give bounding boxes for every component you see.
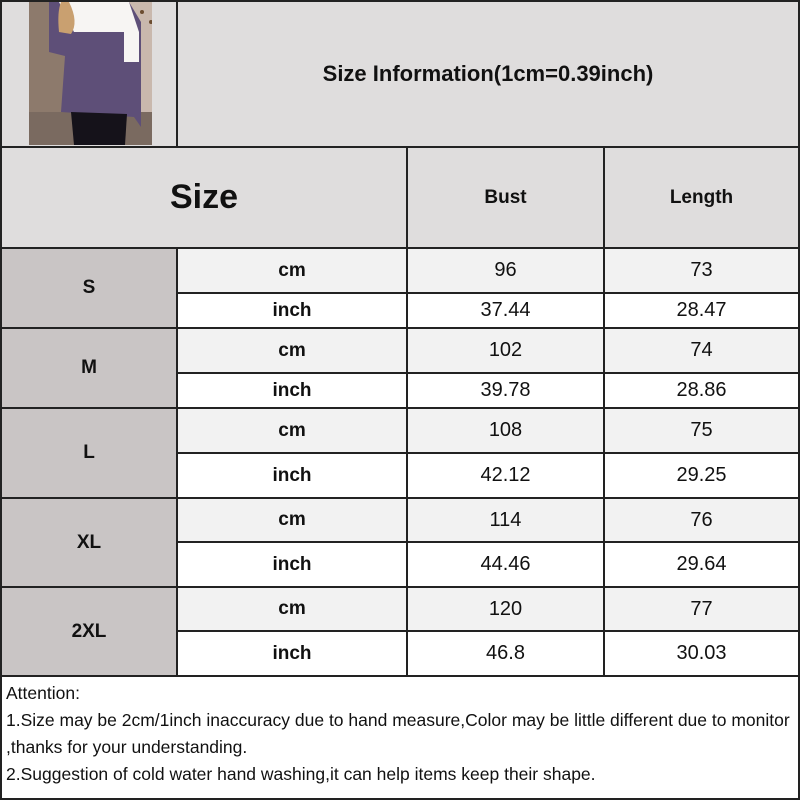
bust-inch: 39.78 [406,372,605,409]
unit-inch: inch [176,541,408,588]
length-inch: 29.64 [603,541,800,588]
length-inch: 28.47 [603,292,800,329]
unit-inch: inch [176,630,408,677]
length-cm: 75 [603,407,800,454]
length-header: Length [603,146,800,249]
unit-cm: cm [176,586,408,632]
bust-inch: 42.12 [406,452,605,499]
unit-inch: inch [176,452,408,499]
bust-inch: 37.44 [406,292,605,329]
unit-cm: cm [176,247,408,294]
length-cm: 74 [603,327,800,374]
note-1: 1.Size may be 2cm/1inch inaccuracy due t… [6,710,790,757]
product-photo-cell [0,0,178,148]
size-header: Size [0,146,408,249]
bust-cm: 120 [406,586,605,632]
size-label: S [0,247,178,329]
product-photo [29,2,152,145]
length-inch: 29.25 [603,452,800,499]
size-label: XL [0,497,178,588]
size-label: L [0,407,178,499]
attention-heading: Attention: [6,683,80,703]
bust-cm: 114 [406,497,605,543]
unit-inch: inch [176,292,408,329]
unit-cm: cm [176,407,408,454]
length-inch: 28.86 [603,372,800,409]
unit-cm: cm [176,497,408,543]
size-label: 2XL [0,586,178,677]
length-inch: 30.03 [603,630,800,677]
bust-header: Bust [406,146,605,249]
bust-cm: 102 [406,327,605,374]
unit-cm: cm [176,327,408,374]
size-label: M [0,327,178,409]
bust-cm: 108 [406,407,605,454]
bust-cm: 96 [406,247,605,294]
page-title: Size Information(1cm=0.39inch) [176,0,800,148]
length-cm: 73 [603,247,800,294]
unit-inch: inch [176,372,408,409]
note-2: 2.Suggestion of cold water hand washing,… [6,764,596,784]
attention-notes: Attention: 1.Size may be 2cm/1inch inacc… [0,675,800,800]
bust-inch: 44.46 [406,541,605,588]
length-cm: 76 [603,497,800,543]
length-cm: 77 [603,586,800,632]
bust-inch: 46.8 [406,630,605,677]
